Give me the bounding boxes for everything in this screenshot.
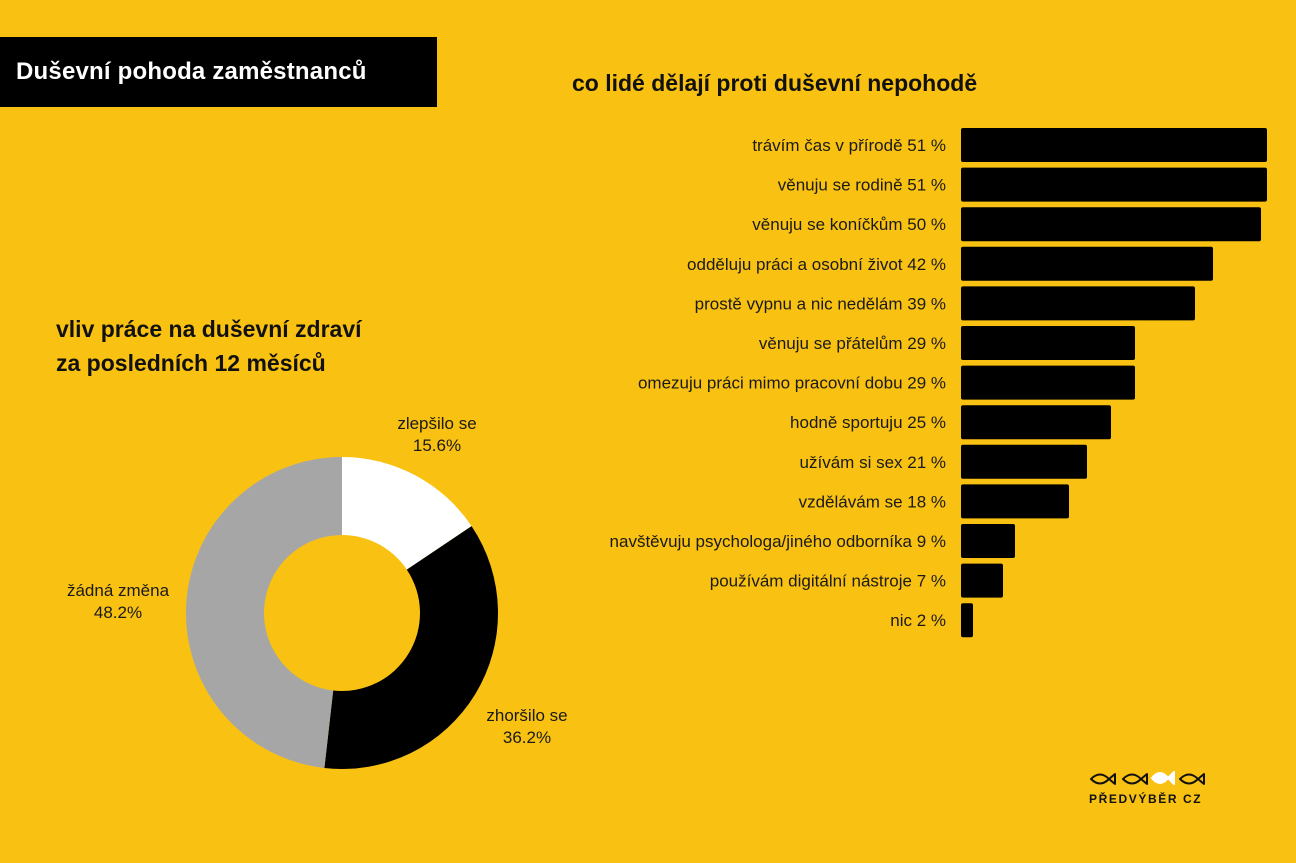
- bar: [961, 246, 1213, 281]
- bar-label: odděluju práci a osobní život 42 %: [687, 255, 946, 274]
- slice-label-worsened-name: zhoršilo se: [486, 706, 568, 725]
- bar: [961, 365, 1135, 400]
- donut-slice: [342, 457, 472, 570]
- bar: [961, 563, 1003, 598]
- donut-chart-title: vliv práce na duševní zdraví za poslední…: [56, 312, 362, 380]
- slice-label-no-change: žádná změna 48.2%: [48, 580, 188, 624]
- bar-chart-title: co lidé dělají proti duševní nepohodě: [572, 70, 978, 96]
- bar: [961, 524, 1015, 558]
- bar: [961, 286, 1195, 321]
- bar-label: věnuju se přátelům 29 %: [759, 334, 946, 353]
- bar-label: užívám si sex 21 %: [800, 453, 946, 472]
- bar-label: trávím čas v přírodě 51 %: [752, 136, 946, 155]
- bar-label: vzdělávám se 18 %: [799, 492, 946, 511]
- bar-label: navštěvuju psychologa/jiného odborníka 9…: [610, 532, 946, 551]
- donut-title-line-2: za posledních 12 měsíců: [56, 350, 326, 376]
- bar-label: prostě vypnu a nic nedělám 39 %: [695, 294, 946, 313]
- bar: [961, 603, 973, 638]
- slice-label-improved-value: 15.6%: [412, 436, 462, 455]
- logo-text: PŘEDVÝBĚR CZ: [1089, 792, 1203, 806]
- bar: [961, 484, 1069, 519]
- page-title: Duševní pohoda zaměstnanců: [0, 37, 437, 107]
- page-title-text: Duševní pohoda zaměstnanců: [16, 58, 367, 85]
- bar: [961, 128, 1267, 162]
- slice-label-improved: zlepšilo se 15.6%: [372, 413, 502, 457]
- bar: [961, 444, 1087, 479]
- slice-label-no-change-name: žádná změna: [66, 581, 170, 600]
- bar-label: věnuju se koníčkům 50 %: [752, 215, 946, 234]
- bar-label: omezuju práci mimo pracovní dobu 29 %: [638, 374, 946, 393]
- bar-label: věnuju se rodině 51 %: [778, 176, 946, 195]
- slice-label-no-change-value: 48.2%: [93, 603, 143, 622]
- bar-label: používám digitální nástroje 7 %: [710, 572, 946, 591]
- donut-title-line-1: vliv práce na duševní zdraví: [56, 316, 362, 342]
- logo-fish-icons: [1090, 771, 1205, 785]
- bar-label: hodně sportuju 25 %: [790, 413, 946, 432]
- donut-slice: [324, 526, 499, 769]
- bar-label: nic 2 %: [890, 611, 946, 630]
- slice-label-worsened-value: 36.2%: [502, 728, 552, 747]
- bar: [961, 207, 1261, 242]
- bar: [961, 326, 1135, 360]
- bar: [961, 167, 1267, 202]
- slice-label-worsened: zhoršilo se 36.2%: [462, 705, 592, 749]
- bar: [961, 405, 1111, 440]
- slice-label-improved-name: zlepšilo se: [397, 414, 477, 433]
- donut-slice: [186, 457, 342, 769]
